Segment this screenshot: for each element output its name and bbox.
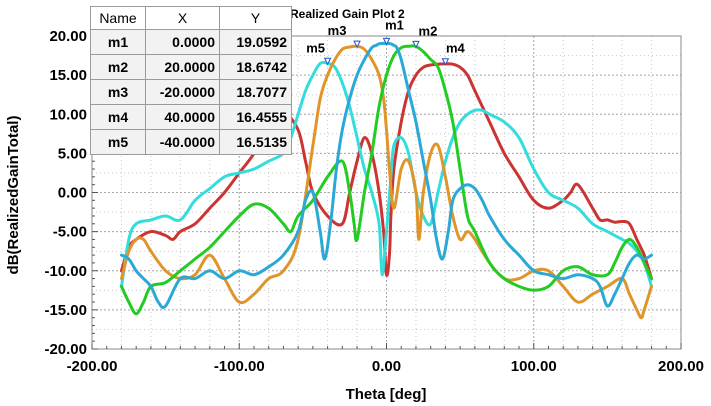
y-tick-label: -20.00 <box>44 341 87 358</box>
x-tick-label: 100.00 <box>511 358 557 375</box>
marker-x: 0.0000 <box>145 29 220 55</box>
chart-title: Realized Gain Plot 2 <box>290 7 405 21</box>
marker-y: 16.4555 <box>219 104 292 130</box>
marker-name: m1 <box>90 29 146 55</box>
marker-y: 18.7077 <box>219 79 292 105</box>
y-tick-label: 5.00 <box>58 145 87 162</box>
x-axis-label: Theta [deg] <box>346 386 427 403</box>
x-tick-label: 0.00 <box>372 358 401 375</box>
header-x: X <box>145 6 220 30</box>
series-line <box>120 60 653 288</box>
marker-triangle <box>382 37 391 46</box>
tick-labels: 20.00 15.00 10.00 5.00 0.00 -5.00 -10.00 -15.00… <box>44 28 703 375</box>
header-y: Y <box>219 6 292 30</box>
series-line <box>120 44 653 320</box>
series-line <box>120 44 653 316</box>
series-group <box>120 41 653 320</box>
y-tick-label: -15.00 <box>44 302 87 319</box>
marker-y: 19.0592 <box>219 29 292 55</box>
y-tick-label: 15.00 <box>49 67 87 84</box>
table-row: m1 0.0000 19.0592 <box>90 29 292 55</box>
y-axis-label: dB(RealizedGainTotal) <box>5 116 22 275</box>
y-tick-label: 10.00 <box>49 106 87 123</box>
table-row: m4 40.0000 16.4555 <box>90 104 292 130</box>
marker-label: m1 <box>385 17 404 32</box>
marker-x: 20.0000 <box>145 54 220 80</box>
marker-label: m3 <box>328 23 347 38</box>
marker-name: m2 <box>90 54 146 80</box>
marker-x: 40.0000 <box>145 104 220 130</box>
marker-table: Name X Y m1 0.0000 19.0592 m2 20.0000 18… <box>90 6 292 155</box>
y-tick-label: 20.00 <box>49 28 87 45</box>
marker-label: m2 <box>419 23 438 38</box>
marker-y: 16.5135 <box>219 129 292 155</box>
table-row: m2 20.0000 18.6742 <box>90 54 292 80</box>
series-line <box>120 41 653 309</box>
marker-name: m5 <box>90 129 146 155</box>
marker-triangle <box>412 40 420 49</box>
marker-label: m5 <box>306 40 325 55</box>
y-tick-label: 0.00 <box>58 185 87 202</box>
table-row: m5 -40.0000 16.5135 <box>90 129 292 155</box>
marker-x: -40.0000 <box>145 129 220 155</box>
header-name: Name <box>90 6 146 30</box>
marker-triangle <box>441 58 450 66</box>
marker-name: m3 <box>90 79 146 105</box>
marker-triangle <box>323 57 332 66</box>
x-tick-label: -100.00 <box>214 358 265 375</box>
marker-name: m4 <box>90 104 146 130</box>
y-tick-label: -10.00 <box>44 263 87 280</box>
x-tick-label: -200.00 <box>67 358 118 375</box>
marker-label: m4 <box>446 41 466 56</box>
marker-triangle <box>353 40 361 49</box>
table-row: m3 -20.0000 18.7077 <box>90 79 292 105</box>
x-tick-label: 200.00 <box>658 358 704 375</box>
marker-table-header: Name X Y <box>90 6 292 30</box>
marker-x: -20.0000 <box>145 79 220 105</box>
marker-y: 18.6742 <box>219 54 292 80</box>
y-tick-label: -5.00 <box>53 224 87 241</box>
markers-group: m1 m2 m3 m4 m5 <box>306 17 466 66</box>
